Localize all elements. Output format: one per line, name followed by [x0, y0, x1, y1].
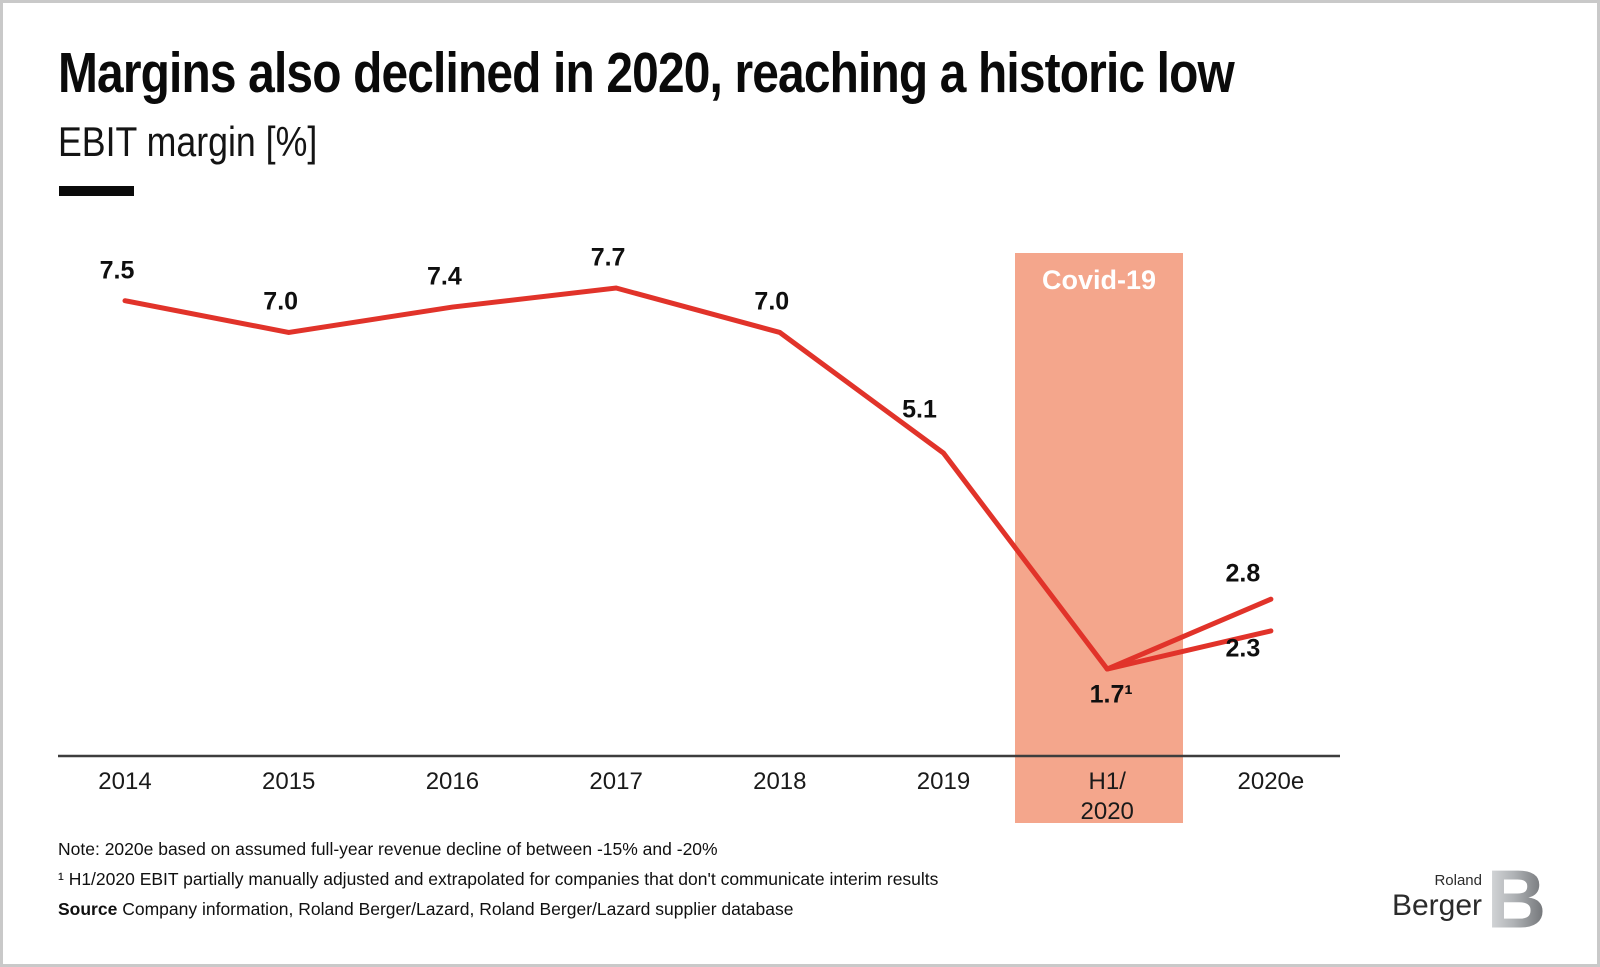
logo-wordmark: Roland Berger — [1391, 872, 1482, 935]
x-axis-label: 2020e — [1237, 768, 1305, 795]
x-axis-label: 2019 — [916, 768, 971, 795]
data-label: 2.3 — [1225, 634, 1261, 663]
chart-canvas — [58, 285, 1340, 758]
data-label: 7.0 — [263, 287, 299, 316]
source-label: Source — [58, 899, 118, 919]
data-label: 5.1 — [902, 395, 937, 424]
series-line-0 — [122, 285, 1110, 672]
x-axis-label: 2018 — [753, 768, 807, 795]
covid-band-label: Covid-19 — [1041, 265, 1157, 295]
logo-b-glyph: B — [1491, 859, 1545, 935]
logo-roland-text: Roland — [1434, 872, 1482, 889]
data-label: 7.0 — [754, 287, 790, 316]
x-axis-label: 2014 — [98, 768, 152, 795]
covid-band: Covid-19 — [1015, 253, 1183, 823]
logo-berger-text: Berger — [1391, 888, 1482, 922]
slide-title: Margins also declined in 2020, reaching … — [58, 41, 1235, 105]
x-axis-label: 2015 — [261, 768, 316, 795]
source-text: Company information, Roland Berger/Lazar… — [122, 899, 794, 919]
x-axis-label: 2016 — [425, 768, 480, 795]
data-label: 7.5 — [99, 256, 135, 285]
x-axis-label: 2017 — [589, 768, 643, 795]
title-dash — [59, 186, 134, 196]
data-label: 2.8 — [1225, 559, 1261, 588]
data-label: 1.7¹ — [1089, 680, 1133, 709]
data-label: 7.4 — [427, 262, 462, 291]
footnotes: Note: 2020e based on assumed full-year r… — [58, 839, 938, 929]
ebit-margin-line-chart: Covid-19 7.5 7.0 7.4 7.7 7.0 5.1 1.7¹ 2.8 2.3 201… — [3, 3, 1597, 964]
slide-subtitle: EBIT margin [%] — [58, 118, 318, 165]
footnote-line: ¹ H1/2020 EBIT partially manually adjust… — [58, 869, 939, 889]
data-label: 7.7 — [590, 243, 626, 272]
x-axis-label: H1/ 2020 — [1080, 768, 1134, 825]
note-line: Note: 2020e based on assumed full-year r… — [58, 839, 718, 859]
source-line: Source Company information, Roland Berge… — [58, 899, 938, 920]
roland-berger-logo: Roland Berger B — [1392, 859, 1545, 935]
logo-b-monogram-icon: B — [1491, 859, 1545, 935]
